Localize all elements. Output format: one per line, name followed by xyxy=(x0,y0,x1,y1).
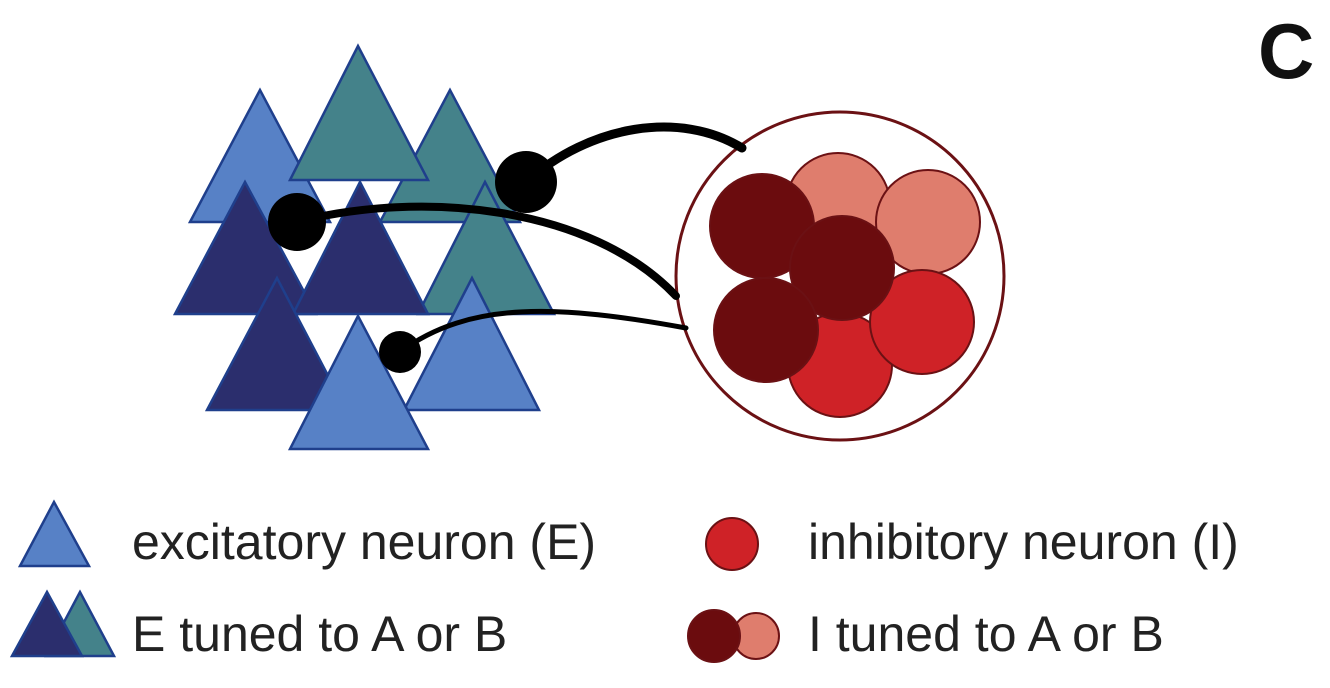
panel-letter: C xyxy=(1258,7,1314,95)
excitatory-neuron xyxy=(401,275,542,412)
inhibitory-population xyxy=(674,110,1006,442)
synaptic-connections xyxy=(293,122,747,355)
excitatory-neuron-a xyxy=(204,275,349,412)
legend-excitatory-icon xyxy=(17,499,92,568)
legend-inhibitory-label: inhibitory neuron (I) xyxy=(808,514,1239,570)
connection-line xyxy=(521,122,747,187)
legend: excitatory neuron (E) inhibitory neuron … xyxy=(9,499,1239,663)
legend-inhibitory-icon xyxy=(705,517,759,571)
legend-excitatory-label: excitatory neuron (E) xyxy=(132,514,596,570)
legend-e-tuned-label: E tuned to A or B xyxy=(132,606,507,662)
excitatory-neuron-a xyxy=(290,179,431,316)
legend-e-tuned-a-icon xyxy=(9,589,85,658)
excitatory-neuron-a xyxy=(172,179,319,316)
connection-line xyxy=(397,308,689,355)
synapse-dot xyxy=(268,193,326,251)
inhibitory-neuron xyxy=(869,269,975,375)
inhibitory-neuron-a xyxy=(789,215,895,321)
excitatory-population xyxy=(172,43,557,451)
synapse-dot xyxy=(495,151,557,213)
synapses xyxy=(268,151,557,373)
legend-i-tuned-label: I tuned to A or B xyxy=(808,606,1164,662)
excitatory-neuron-b xyxy=(287,43,431,182)
excitatory-neuron xyxy=(287,313,431,451)
connection-line xyxy=(293,202,680,300)
inhibitory-neuron-a xyxy=(713,277,819,383)
synapse-dot xyxy=(379,331,421,373)
legend-i-tuned-a-icon xyxy=(687,609,741,663)
